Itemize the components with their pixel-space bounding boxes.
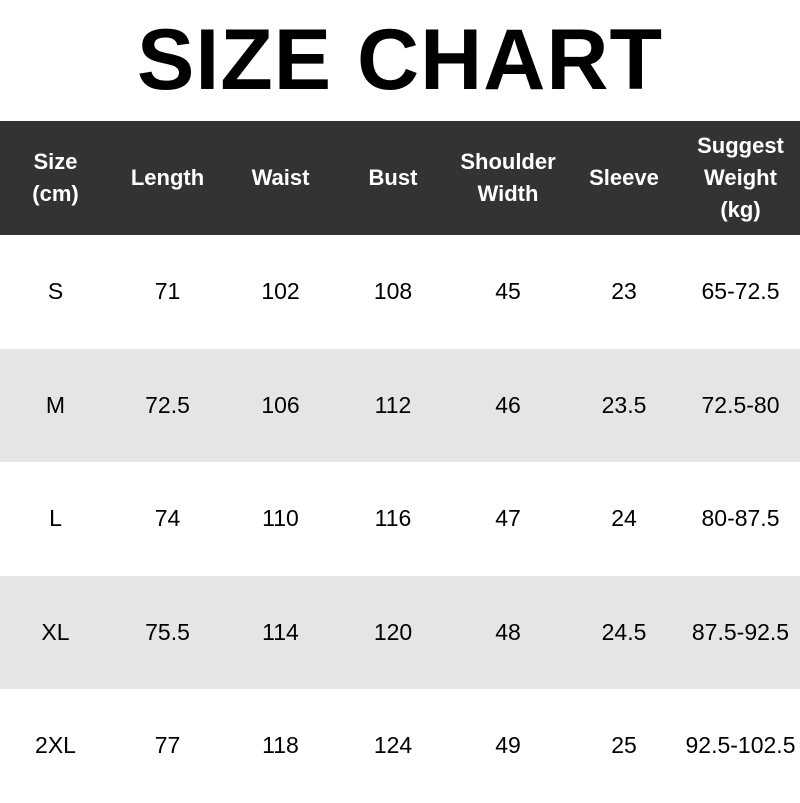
- table-cell: 106: [224, 348, 337, 462]
- table-cell: 74: [154, 505, 181, 532]
- table-cell: 25: [611, 732, 637, 759]
- table-cell: 120: [337, 575, 449, 689]
- column-header-text: Suggest: [697, 133, 784, 158]
- table-cell: 77: [154, 732, 181, 759]
- table-cell: 48: [449, 575, 567, 689]
- table-cell: 24: [611, 505, 637, 532]
- table-cell: L: [49, 505, 62, 532]
- table-cell: 114: [224, 575, 337, 689]
- column-header-text: Bust: [368, 165, 418, 190]
- column-header: Sleeve: [567, 121, 681, 235]
- table-cell: 71: [154, 278, 181, 305]
- table-cell: XL: [0, 575, 111, 689]
- column-header-text: Shoulder: [460, 149, 556, 174]
- table-cell: 102: [261, 278, 300, 305]
- table-cell: 2XL: [35, 732, 76, 759]
- table-cell: 24.5: [567, 575, 681, 689]
- size-table: Size (cm) Length Waist Bust Shoulder Width Slee…: [0, 121, 800, 803]
- column-header-text: Sleeve: [589, 165, 659, 190]
- column-header-text: Width: [477, 181, 539, 206]
- table-row: L 74 110 116 47 24 80-87.5: [0, 462, 800, 576]
- table-cell: 108: [373, 278, 413, 305]
- table-cell: 118: [262, 732, 299, 759]
- column-header-text: (kg): [720, 197, 761, 222]
- table-cell: 124: [373, 732, 413, 759]
- column-header: Size (cm): [0, 121, 111, 235]
- table-cell: S: [47, 278, 64, 305]
- table-cell: 87.5-92.5: [681, 575, 800, 689]
- column-header: Suggest Weight (kg): [681, 121, 800, 235]
- table-cell: 47: [495, 505, 521, 532]
- column-header-text: (cm): [32, 181, 79, 206]
- table-cell: 92.5-102.5: [685, 732, 796, 759]
- column-header-text: Weight: [704, 165, 777, 190]
- table-cell: 46: [449, 348, 567, 462]
- column-header: Bust: [337, 121, 449, 235]
- table-cell: 116: [374, 505, 412, 532]
- table-cell: 23: [611, 278, 637, 305]
- table-row: XL 75.5 114 120 48 24.5 87.5-92.5: [0, 575, 800, 689]
- column-header-text: Length: [130, 165, 205, 190]
- column-header-text: Size: [33, 149, 78, 174]
- column-header: Waist: [224, 121, 337, 235]
- table-cell: M: [0, 348, 111, 462]
- table-row: 2XL 77 118 124 49 25 92.5-102.5: [0, 689, 800, 803]
- table-cell: 72.5-80: [681, 348, 800, 462]
- table-cell: 72.5: [111, 348, 224, 462]
- page-title: SIZE CHART: [137, 12, 663, 108]
- table-cell: 49: [495, 732, 521, 759]
- table-cell: 65-72.5: [701, 278, 780, 305]
- header-row: Size (cm) Length Waist Bust Shoulder Width Slee…: [0, 121, 800, 235]
- table-cell: 45: [495, 278, 521, 305]
- table-cell: 80-87.5: [701, 505, 780, 532]
- column-header-text: Waist: [251, 165, 310, 190]
- table-row: S 71 102 108 45 23 65-72.5: [0, 235, 800, 349]
- table-row: M 72.5 106 112 46 23.5 72.5-80: [0, 348, 800, 462]
- table-cell: 75.5: [111, 575, 224, 689]
- table-cell: 23.5: [567, 348, 681, 462]
- column-header: Shoulder Width: [449, 121, 567, 235]
- column-header: Length: [111, 121, 224, 235]
- table-cell: 112: [337, 348, 449, 462]
- table-cell: 110: [262, 505, 299, 532]
